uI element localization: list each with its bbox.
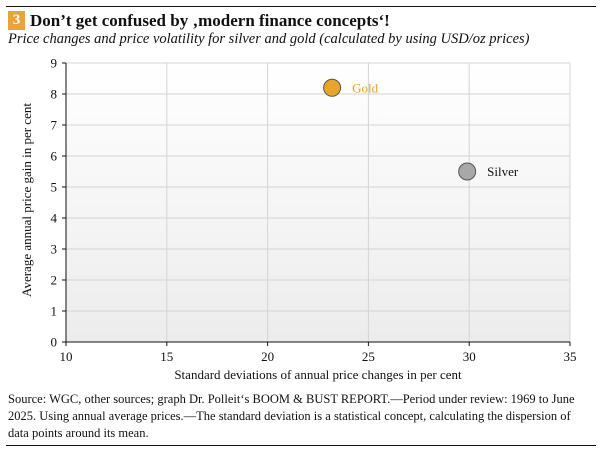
silver-point [458,162,477,181]
y-tick-label: 0 [51,335,58,350]
y-tick-label: 2 [51,273,58,288]
top-rule [6,6,596,7]
y-tick-label: 6 [51,149,58,164]
y-tick-label: 3 [51,242,58,257]
x-tick-label: 35 [564,349,577,364]
x-tick-label: 25 [362,349,375,364]
bottom-rule [6,445,596,446]
source-note: Source: WGC, other sources; graph Dr. Po… [8,391,592,442]
y-tick-label: 5 [51,180,58,195]
y-tick-label: 1 [51,304,58,319]
chart-number-badge: 3 [8,10,25,30]
chart-subtitle: Price changes and price volatility for s… [8,31,530,47]
source-text: Source: WGC, other sources; graph Dr. Po… [8,392,575,440]
gold-point-label: Gold [352,80,379,95]
y-tick-label: 9 [51,56,58,71]
x-tick-label: 30 [463,349,476,364]
scatter-chart: 0 1 2 3 4 5 6 7 8 9 10 15 20 25 30 35 Gold Silver [51,56,577,365]
x-tick-label: 10 [60,349,73,364]
x-tick-label: 20 [261,349,274,364]
silver-point-label: Silver [487,164,519,179]
plot-area [66,63,570,342]
y-tick-label: 8 [51,87,58,102]
x-tick-label: 15 [160,349,173,364]
y-axis-label: Average annual price gain in per cent [19,103,34,297]
chart-title: Don’t get confused by ‚modern finance co… [30,10,390,30]
gold-point [323,78,342,97]
y-tick-label: 7 [51,118,58,133]
x-axis-label: Standard deviations of annual price chan… [174,367,462,382]
y-tick-label: 4 [51,211,58,226]
header: 3 Don’t get confused by ‚modern finance … [8,10,390,30]
